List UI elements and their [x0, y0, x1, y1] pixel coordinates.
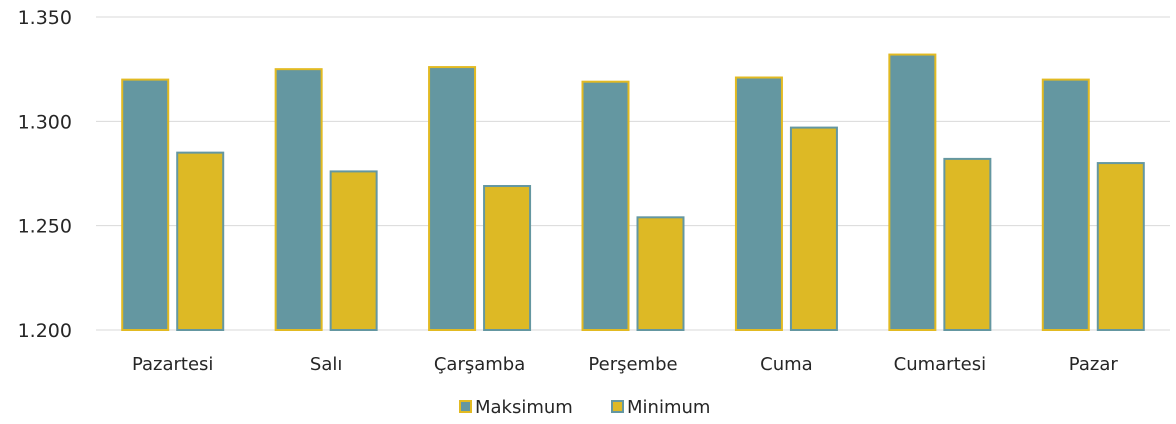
legend-label-minimum: Minimum [627, 397, 710, 418]
bar-maksimum [581, 80, 630, 332]
legend: Maksimum Minimum [459, 397, 710, 418]
x-category-label: Cuma [760, 354, 813, 375]
y-tick-label: 1.300 [18, 111, 72, 133]
y-axis-ticks: 1.200 1.250 1.300 1.350 [18, 7, 72, 342]
bar-minimum [789, 126, 838, 331]
y-tick-label: 1.350 [18, 7, 72, 29]
bar-maksimum [121, 78, 170, 331]
bar-maksimum [734, 76, 783, 331]
x-category-label: Pazartesi [132, 354, 213, 375]
bar-minimum [636, 216, 685, 332]
x-axis-labels: Pazartesi Salı Çarşamba Perşembe Cuma Cumarte… [132, 354, 1118, 375]
bar-minimum [329, 170, 378, 331]
bar-minimum [943, 157, 992, 331]
gridlines [96, 16, 1170, 331]
bar-maksimum [428, 66, 477, 332]
y-tick-label: 1.250 [18, 216, 72, 238]
x-category-label: Salı [310, 354, 342, 375]
x-category-label: Pazar [1069, 354, 1119, 375]
bar-maksimum [274, 68, 323, 332]
bar-minimum [176, 151, 225, 331]
x-category-label: Cumartesi [894, 354, 986, 375]
bar-minimum [1096, 162, 1145, 331]
legend-label-maksimum: Maksimum [475, 397, 573, 418]
x-category-label: Perşembe [588, 354, 677, 375]
bars [121, 53, 1145, 332]
y-tick-label: 1.200 [18, 320, 72, 342]
bar-maksimum [1041, 78, 1090, 331]
legend-swatch-maksimum [459, 400, 472, 413]
bar-maksimum [888, 53, 937, 332]
bar-minimum [483, 185, 532, 331]
x-category-label: Çarşamba [434, 354, 525, 375]
legend-swatch-minimum [611, 400, 624, 413]
